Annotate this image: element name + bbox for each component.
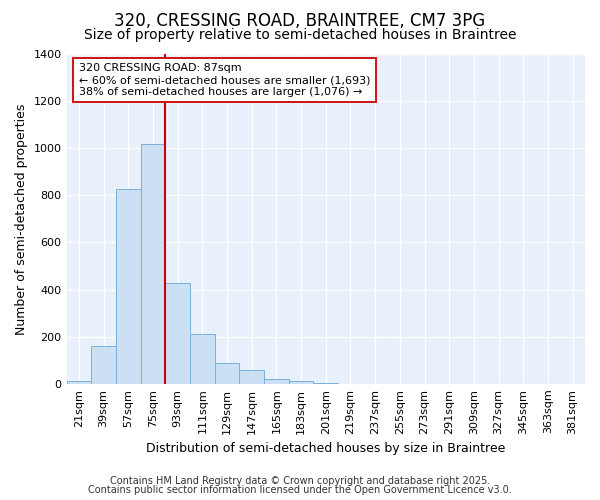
Bar: [116, 190, 140, 384]
X-axis label: Distribution of semi-detached houses by size in Braintree: Distribution of semi-detached houses by …: [146, 442, 505, 455]
Bar: [165, 282, 190, 384]
Text: Contains public sector information licensed under the Open Government Licence v3: Contains public sector information licen…: [88, 485, 512, 495]
Bar: [313, 382, 338, 384]
Bar: [239, 370, 264, 384]
Y-axis label: Number of semi-detached properties: Number of semi-detached properties: [15, 103, 28, 334]
Text: 320, CRESSING ROAD, BRAINTREE, CM7 3PG: 320, CRESSING ROAD, BRAINTREE, CM7 3PG: [115, 12, 485, 30]
Bar: [190, 334, 215, 384]
Text: 320 CRESSING ROAD: 87sqm
← 60% of semi-detached houses are smaller (1,693)
38% o: 320 CRESSING ROAD: 87sqm ← 60% of semi-d…: [79, 64, 370, 96]
Bar: [289, 382, 313, 384]
Bar: [215, 362, 239, 384]
Text: Contains HM Land Registry data © Crown copyright and database right 2025.: Contains HM Land Registry data © Crown c…: [110, 476, 490, 486]
Text: Size of property relative to semi-detached houses in Braintree: Size of property relative to semi-detach…: [84, 28, 516, 42]
Bar: [140, 144, 165, 384]
Bar: [264, 379, 289, 384]
Bar: [91, 346, 116, 384]
Bar: [67, 382, 91, 384]
